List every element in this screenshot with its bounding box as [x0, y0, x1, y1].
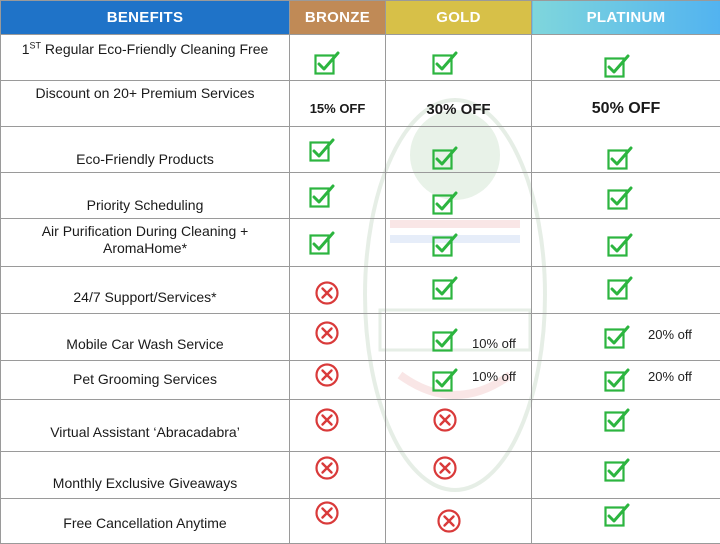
benefit-label: Mobile Car Wash Service	[5, 336, 285, 353]
benefit-label: Free Cancellation Anytime	[5, 515, 285, 532]
platinum-cell: 50% OFF	[532, 81, 720, 127]
benefit-cell: Pet Grooming Services	[1, 361, 290, 400]
gold-check-icon	[432, 145, 458, 171]
benefit-label: Virtual Assistant ‘Abracadabra’	[5, 424, 285, 441]
benefit-cell: Eco-Friendly Products	[1, 127, 290, 173]
benefit-cell: Monthly Exclusive Giveaways	[1, 452, 290, 499]
gold-cell: 30% OFF	[386, 81, 532, 127]
platinum-check-icon	[604, 324, 630, 350]
platinum-check-icon	[604, 502, 630, 528]
benefit-label: Pet Grooming Services	[5, 371, 285, 388]
bronze-cross-icon	[314, 320, 340, 346]
benefit-label-text-line2: AromaHome*	[103, 240, 187, 256]
gold-discount-text: 30% OFF	[386, 101, 531, 118]
bronze-cross-icon	[314, 280, 340, 306]
benefit-label-text: Pet Grooming Services	[73, 371, 217, 387]
benefit-label-text: Mobile Car Wash Service	[66, 336, 223, 352]
benefit-cell: Priority Scheduling	[1, 173, 290, 219]
gold-cell	[386, 127, 532, 173]
benefit-label: Monthly Exclusive Giveaways	[5, 475, 285, 492]
gold-cross-icon	[432, 455, 458, 481]
benefit-label-text: Eco-Friendly Products	[76, 151, 214, 167]
gold-check-icon	[432, 50, 458, 76]
bronze-cross-icon	[314, 362, 340, 388]
benefit-label-text: 24/7 Support/Services*	[73, 289, 216, 305]
platinum-check-icon	[604, 457, 630, 483]
benefit-label: Eco-Friendly Products	[5, 151, 285, 168]
benefit-label: Priority Scheduling	[5, 197, 285, 214]
benefit-label-text: Discount on 20+ Premium Services	[35, 85, 254, 101]
benefit-cell: Discount on 20+ Premium Services	[1, 81, 290, 127]
gold-check-icon	[432, 275, 458, 301]
bronze-cross-icon	[314, 407, 340, 433]
benefit-label: Discount on 20+ Premium Services	[5, 85, 285, 102]
gold-cell	[386, 452, 532, 499]
benefit-cell: Mobile Car Wash Service	[1, 314, 290, 361]
bronze-cross-icon	[314, 455, 340, 481]
benefit-label-text: Free Cancellation Anytime	[63, 515, 226, 531]
gold-check-icon	[432, 190, 458, 216]
platinum-check-icon	[604, 407, 630, 433]
bronze-check-icon	[309, 183, 335, 209]
bronze-check-icon	[309, 230, 335, 256]
platinum-discount-text: 50% OFF	[532, 100, 720, 118]
bronze-check-icon	[314, 50, 340, 76]
benefit-label-superscript: ST	[30, 40, 42, 50]
gold-cell	[386, 219, 532, 267]
benefit-cell: Air Purification During Cleaning +AromaH…	[1, 219, 290, 267]
bronze-cell: 15% OFF	[290, 81, 386, 127]
platinum-check-icon	[604, 53, 630, 79]
header-gold: GOLD	[386, 1, 532, 35]
benefit-label-number: 1	[22, 41, 30, 57]
bronze-check-icon	[309, 137, 335, 163]
header-bronze: BRONZE	[290, 1, 386, 35]
platinum-discount-note: 20% off	[648, 369, 692, 384]
gold-discount-note: 10% off	[472, 369, 516, 384]
gold-cell	[386, 173, 532, 219]
benefit-cell: Free Cancellation Anytime	[1, 499, 290, 544]
platinum-check-icon	[607, 145, 633, 171]
benefit-label-text: Priority Scheduling	[87, 197, 204, 213]
platinum-check-icon	[607, 275, 633, 301]
gold-cell	[386, 400, 532, 452]
benefit-label: 24/7 Support/Services*	[5, 289, 285, 306]
benefit-cell: 1ST Regular Eco-Friendly Cleaning Free	[1, 35, 290, 81]
bronze-cell	[290, 219, 386, 267]
benefit-label: Air Purification During Cleaning +AromaH…	[5, 223, 285, 257]
benefit-cell: Virtual Assistant ‘Abracadabra’	[1, 400, 290, 452]
benefit-label-text: Air Purification During Cleaning +	[42, 223, 249, 239]
benefit-label-text: Regular Eco-Friendly Cleaning Free	[41, 41, 268, 57]
table-header-row: BENEFITS BRONZE GOLD PLATINUM	[1, 1, 720, 35]
benefit-label: 1ST Regular Eco-Friendly Cleaning Free	[5, 41, 285, 58]
platinum-check-icon	[607, 232, 633, 258]
bronze-cell	[290, 173, 386, 219]
header-platinum: PLATINUM	[532, 1, 720, 35]
benefit-label-text: Monthly Exclusive Giveaways	[53, 475, 237, 491]
bronze-cross-icon	[314, 500, 340, 526]
bronze-cell	[290, 127, 386, 173]
benefit-label-text: Virtual Assistant ‘Abracadabra’	[50, 424, 240, 440]
gold-check-icon	[432, 367, 458, 393]
gold-check-icon	[432, 232, 458, 258]
bronze-discount-text: 15% OFF	[290, 101, 385, 116]
platinum-discount-note: 20% off	[648, 327, 692, 342]
gold-cross-icon	[432, 407, 458, 433]
benefit-cell: 24/7 Support/Services*	[1, 267, 290, 314]
platinum-check-icon	[604, 367, 630, 393]
gold-cell	[386, 267, 532, 314]
header-benefits: BENEFITS	[1, 1, 290, 35]
gold-discount-note: 10% off	[472, 336, 516, 351]
gold-cross-icon	[436, 508, 462, 534]
gold-cell	[386, 35, 532, 81]
platinum-check-icon	[607, 185, 633, 211]
gold-check-icon	[432, 327, 458, 353]
